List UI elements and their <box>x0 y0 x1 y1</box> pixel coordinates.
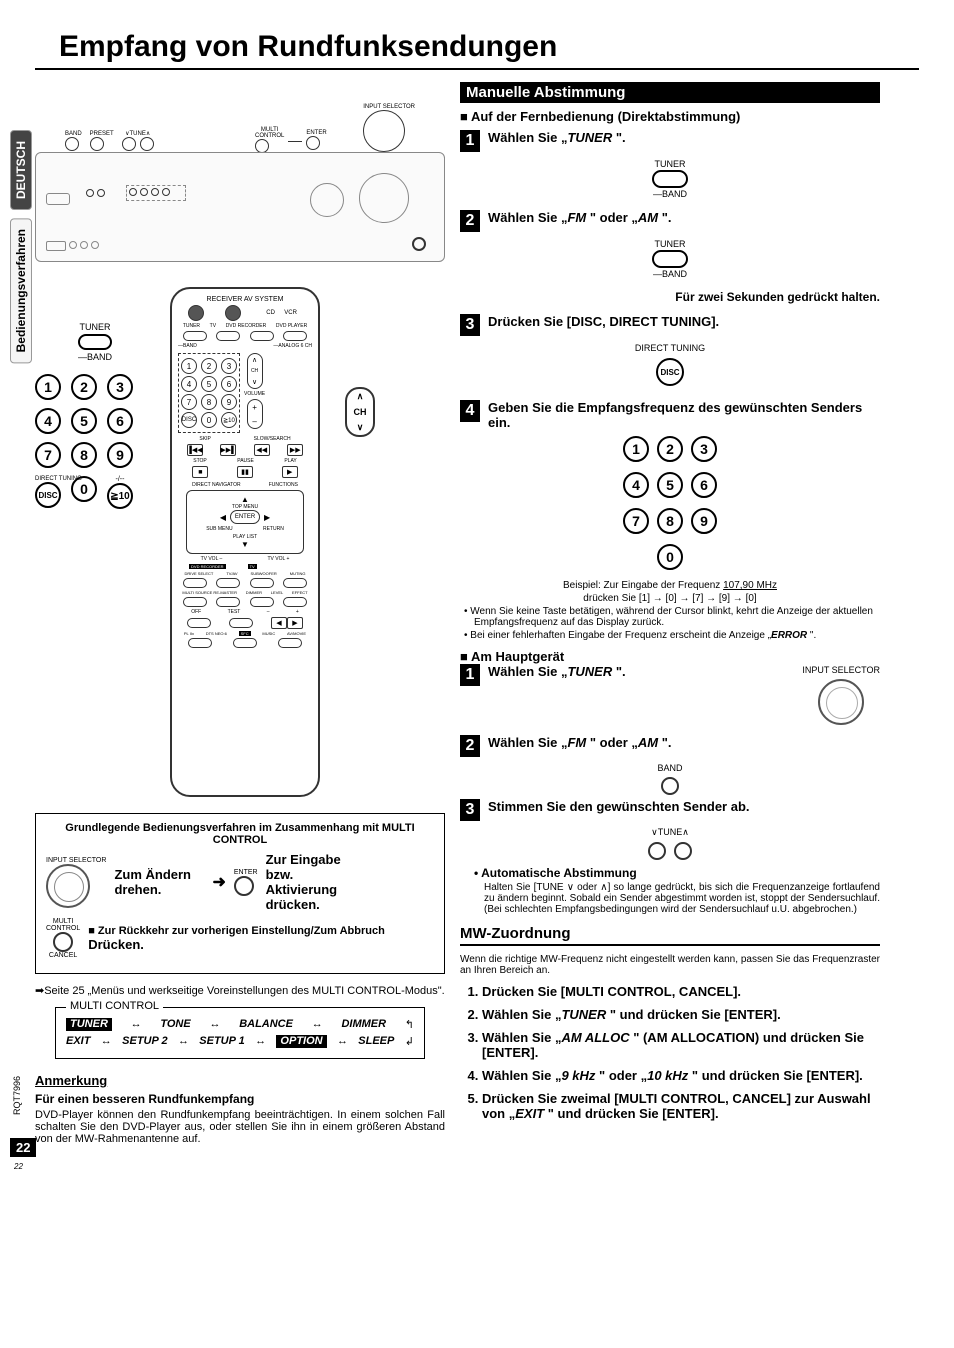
h-step-1-num: 1 <box>460 664 480 686</box>
anmerkung-body: DVD-Player können den Rundfunkempfang be… <box>35 1109 445 1145</box>
fernbedienung-sub: ■ Auf der Fernbedienung (Direktabstimmun… <box>460 109 880 124</box>
page-number-tiny: 22 <box>14 1162 23 1171</box>
rqt-code: RQT7996 <box>12 1076 22 1115</box>
step-1-num: 1 <box>460 130 480 152</box>
tuner-band-graphic-2: TUNER —BAND <box>460 238 880 280</box>
anmerkung-heading: Anmerkung <box>35 1073 445 1088</box>
mw-step-1: Drücken Sie [MULTI CONTROL, CANCEL]. <box>482 984 880 999</box>
mw-steps-list: Drücken Sie [MULTI CONTROL, CANCEL]. Wäh… <box>460 984 880 1121</box>
anmerkung-subheading: Für einen besseren Rundfunkempfang <box>35 1092 445 1106</box>
step-1-text: Wählen Sie „TUNER ". <box>488 130 880 145</box>
step-2-num: 2 <box>460 210 480 232</box>
mw-step-2: Wählen Sie „TUNER " und drücken Sie [ENT… <box>482 1007 880 1022</box>
mw-step-5: Drücken Sie zweimal [MULTI CONTROL, CANC… <box>482 1091 880 1121</box>
mw-zuordnung-heading: MW-Zuordnung <box>460 925 880 946</box>
input-selector-dial-graphic <box>818 679 864 725</box>
auto-abstimmung-title: • Automatische Abstimmung <box>474 866 880 880</box>
arrow-right-icon: ➜ <box>212 872 225 892</box>
ch-rocker: ∧ CH ∨ <box>345 387 375 437</box>
bullet-2: • Bei einer fehlerhaften Eingabe der Fre… <box>474 630 880 641</box>
step-4-text: Geben Sie die Empfangsfrequenz des gewün… <box>488 400 880 430</box>
step-2-text: Wählen Sie „FM " oder „AM ". <box>488 210 880 225</box>
hold-2s-note: Für zwei Sekunden gedrückt halten. <box>460 290 880 304</box>
manuelle-abstimmung-heading: Manuelle Abstimmung <box>460 82 880 103</box>
sidebar-tabs: DEUTSCH Bedienungsverfahren <box>10 130 32 363</box>
bullet-1: • Wenn Sie keine Taste betätigen, währen… <box>474 606 880 628</box>
seite-reference: ➡Seite 25 „Menüs und werkseitige Voreins… <box>35 984 445 997</box>
tuner-band-graphic: TUNER —BAND <box>460 158 880 200</box>
tune-knobs-graphic <box>460 842 880 860</box>
numpad-graphic-right: 123 456 789 0 <box>460 436 880 574</box>
band-knob-graphic <box>661 777 679 795</box>
h-step-1-text: Wählen Sie „TUNER ". <box>488 664 794 679</box>
auto-abstimmung-text: Halten Sie [TUNE ∨ oder ∧] so lange gedr… <box>484 882 880 915</box>
h-step-2-num: 2 <box>460 735 480 757</box>
multi-control-procedure-box: Grundlegende Bedienungsverfahren im Zusa… <box>35 813 445 974</box>
page-title: Empfang von Rundfunksendungen <box>59 30 919 64</box>
h-step-3-text: Stimmen Sie den gewünschten Sender ab. <box>488 799 880 814</box>
mw-step-4: Wählen Sie „9 kHz " oder „10 kHz " und d… <box>482 1068 880 1083</box>
step-3-num: 3 <box>460 314 480 336</box>
example-keys: drücken Sie [1] → [0] → [7] → [9] → [0] <box>460 593 880 604</box>
tuner-button-graphic: TUNER —BAND <box>35 322 155 362</box>
step-3-text: Drücken Sie [DISC, DIRECT TUNING]. <box>488 314 880 329</box>
mw-intro: Wenn die richtige MW-Frequenz nicht eing… <box>460 954 880 976</box>
h-step-2-text: Wählen Sie „FM " oder „AM ". <box>488 735 880 750</box>
mw-step-3: Wählen Sie „AM ALLOC " (AM ALLOCATION) u… <box>482 1030 880 1060</box>
remote-graphic: RECEIVER AV SYSTEM CDVCR TUNERTVDVD RECO… <box>170 287 320 797</box>
title-underline <box>35 68 919 70</box>
multi-control-diagram: MULTI CONTROL TUNER↔ TONE↔ BALANCE↔ DIMM… <box>55 1007 425 1059</box>
tab-bedienung: Bedienungsverfahren <box>10 218 32 363</box>
page-number: 22 <box>10 1138 36 1157</box>
tab-deutsch: DEUTSCH <box>10 130 32 210</box>
step-4-num: 4 <box>460 400 480 422</box>
h-step-3-num: 3 <box>460 799 480 821</box>
disc-graphic: DIRECT TUNING DISC <box>460 342 880 390</box>
am-hauptgeraet-sub: ■ Am Hauptgerät <box>460 649 880 664</box>
example-text: Beispiel: Zur Eingabe der Frequenz 107,9… <box>460 580 880 591</box>
device-diagram: BAND PRESET ∨TUNE∧ MULTICONTROL ENTER CA… <box>35 82 445 272</box>
